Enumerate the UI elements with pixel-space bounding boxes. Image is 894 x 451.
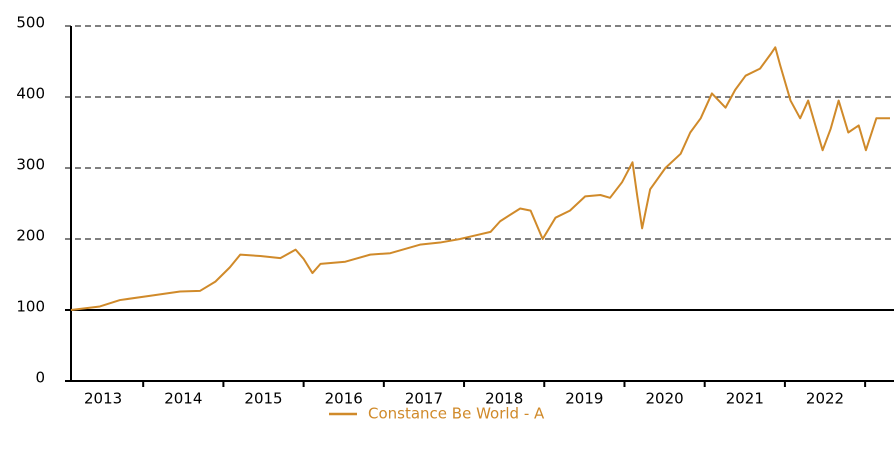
x-tick-label: 2020 — [645, 390, 683, 408]
x-tick-label: 2015 — [244, 390, 282, 408]
x-tick-label: 2019 — [565, 390, 603, 408]
x-tick-label: 2013 — [84, 390, 122, 408]
x-tick-label: 2014 — [164, 390, 202, 408]
series-line — [70, 46, 890, 311]
x-tick-label: 2016 — [325, 390, 363, 408]
x-tick-label: 2017 — [405, 390, 443, 408]
y-tick-label: 400 — [16, 85, 45, 103]
y-tick-label: 500 — [16, 14, 45, 32]
y-tick-label: 200 — [16, 227, 45, 245]
legend-label: Constance Be World - A — [368, 405, 545, 423]
y-tick-label: 100 — [16, 298, 45, 316]
x-tick-label: 2018 — [485, 390, 523, 408]
x-tick-label: 2021 — [726, 390, 764, 408]
y-tick-label: 300 — [16, 156, 45, 174]
x-tick-label: 2022 — [806, 390, 844, 408]
y-tick-label: 0 — [35, 369, 45, 387]
